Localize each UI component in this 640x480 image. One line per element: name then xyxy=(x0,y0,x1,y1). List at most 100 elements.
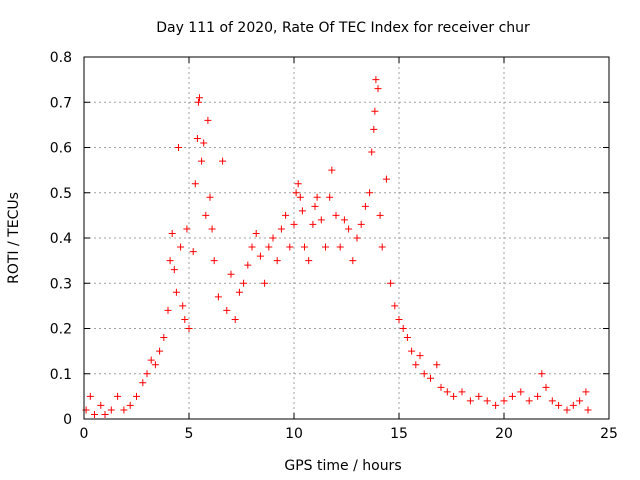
data-point xyxy=(538,370,546,378)
y-tick-label: 0.2 xyxy=(50,322,72,338)
data-point xyxy=(286,243,294,251)
data-point xyxy=(172,288,180,296)
data-point xyxy=(151,361,159,369)
data-point xyxy=(322,243,329,251)
data-point xyxy=(261,279,269,287)
x-tick-label: 15 xyxy=(390,426,408,442)
axis-ticks: 0 5 10 15 20 25 0 0.1 0.2 0.3 0.4 0.5 0.6 0.7 0.8 xyxy=(50,50,618,442)
data-point xyxy=(443,388,451,396)
x-tick-label: 5 xyxy=(185,426,194,442)
data-point xyxy=(563,406,571,414)
data-point xyxy=(273,257,281,265)
data-point xyxy=(301,243,308,251)
data-point xyxy=(508,392,516,400)
data-point xyxy=(525,397,533,405)
data-point xyxy=(466,397,474,405)
data-point xyxy=(569,401,577,409)
data-point xyxy=(86,392,94,400)
data-point xyxy=(97,401,105,409)
data-point xyxy=(345,225,353,233)
data-point xyxy=(311,202,319,210)
data-point xyxy=(194,98,202,106)
data-point xyxy=(126,401,134,409)
data-point xyxy=(240,279,248,287)
data-point xyxy=(500,397,508,405)
data-point xyxy=(227,270,235,278)
data-point xyxy=(208,225,216,233)
y-tick-label: 0.4 xyxy=(50,231,72,247)
data-point xyxy=(378,243,386,251)
data-point xyxy=(133,392,140,400)
data-point xyxy=(483,397,491,405)
data-point xyxy=(156,347,164,355)
data-point xyxy=(265,243,273,251)
x-tick-label: 25 xyxy=(600,426,618,442)
data-point xyxy=(91,410,98,418)
data-point xyxy=(450,392,458,400)
data-point xyxy=(248,243,256,251)
data-point xyxy=(387,279,395,287)
y-tick-label: 0.3 xyxy=(50,276,72,292)
data-point xyxy=(181,315,189,323)
x-tick-label: 10 xyxy=(285,426,303,442)
y-tick-label: 0.8 xyxy=(50,50,72,66)
data-point xyxy=(382,175,390,183)
data-point xyxy=(584,406,592,414)
data-point xyxy=(282,211,290,219)
data-point xyxy=(361,202,369,210)
data-point xyxy=(313,193,321,201)
data-point xyxy=(366,189,374,197)
y-tick-label: 0.5 xyxy=(50,186,72,202)
data-point xyxy=(214,293,222,301)
data-point xyxy=(183,225,191,233)
x-tick-label: 0 xyxy=(80,426,89,442)
data-point xyxy=(427,374,434,382)
data-point xyxy=(204,116,212,124)
data-point xyxy=(309,220,317,228)
data-point xyxy=(458,388,466,396)
data-point xyxy=(139,379,147,387)
data-point xyxy=(328,166,336,174)
data-point xyxy=(433,361,441,369)
data-point xyxy=(107,406,115,414)
grid xyxy=(84,57,609,419)
data-point xyxy=(189,248,197,256)
data-point xyxy=(357,220,365,228)
data-point xyxy=(298,207,306,215)
data-point xyxy=(555,401,563,409)
data-point xyxy=(235,288,243,296)
data-point xyxy=(296,193,304,201)
data-point xyxy=(256,252,264,260)
y-tick-label: 0.7 xyxy=(50,95,72,111)
y-axis-label: ROTI / TECUs xyxy=(6,192,22,284)
data-point xyxy=(374,85,382,93)
data-point xyxy=(391,302,399,310)
chart-title: Day 111 of 2020, Rate Of TEC Index for r… xyxy=(156,20,530,36)
data-point xyxy=(202,211,210,219)
x-tick-label: 20 xyxy=(495,426,513,442)
data-point xyxy=(198,157,206,165)
data-point xyxy=(371,107,379,115)
data-point xyxy=(582,388,590,396)
data-point xyxy=(416,352,424,360)
data-point xyxy=(408,347,416,355)
data-point xyxy=(403,334,411,342)
data-point xyxy=(196,94,203,102)
data-point xyxy=(372,76,380,84)
data-point xyxy=(177,243,185,251)
data-point xyxy=(420,370,428,378)
data-point xyxy=(277,225,285,233)
data-point xyxy=(340,216,348,224)
data-point xyxy=(147,356,155,364)
data-point xyxy=(336,243,344,251)
data-point xyxy=(399,325,407,332)
y-tick-label: 0 xyxy=(63,412,72,428)
data-point xyxy=(101,410,109,418)
data-point xyxy=(114,392,122,400)
data-point xyxy=(166,257,174,265)
data-point xyxy=(353,234,361,242)
data-point xyxy=(395,315,403,323)
data-point xyxy=(475,392,483,400)
data-point xyxy=(244,261,252,269)
